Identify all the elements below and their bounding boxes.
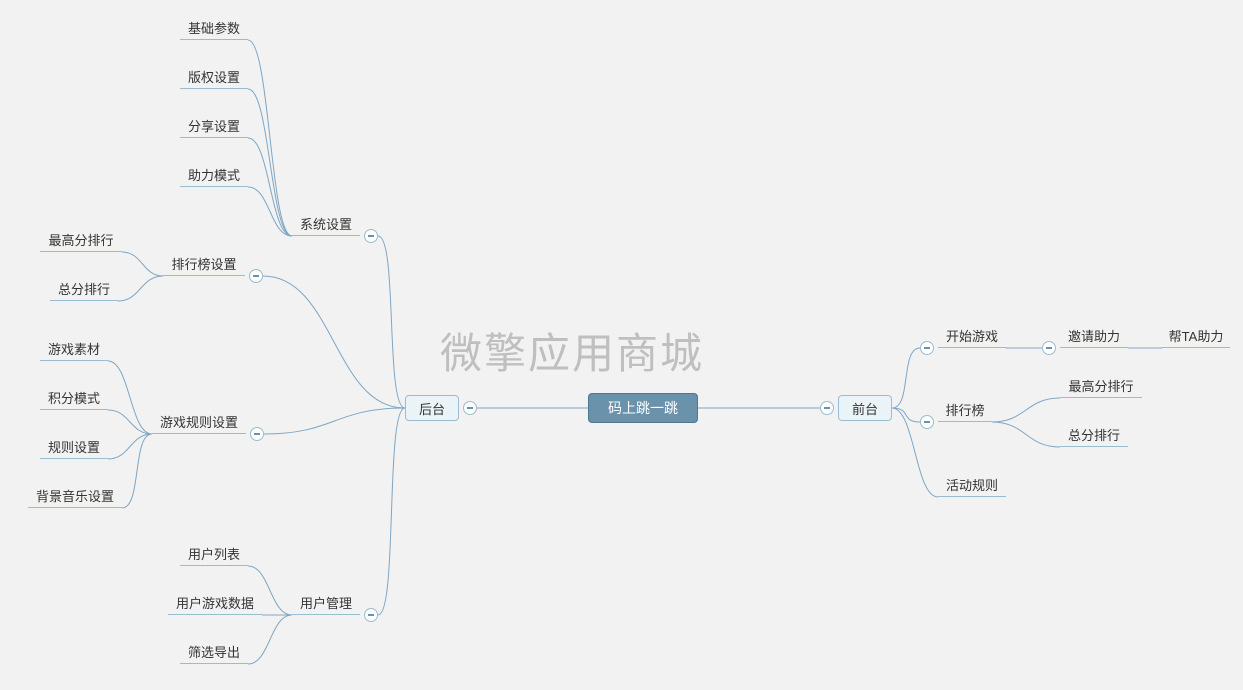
- node-frontend-label: 前台: [852, 399, 878, 418]
- node-bgm[interactable]: 背景音乐设置: [28, 486, 122, 508]
- node-assist[interactable]: 助力模式: [180, 165, 248, 187]
- node-share[interactable]: 分享设置: [180, 116, 248, 138]
- watermark-text: 微擎应用商城: [440, 320, 704, 381]
- node-rulesset-label: 规则设置: [48, 437, 100, 456]
- node-rules[interactable]: 游戏规则设置: [152, 412, 246, 434]
- collapse-rank-icon[interactable]: [249, 269, 263, 283]
- node-activity-label: 活动规则: [946, 475, 998, 494]
- node-sys-label: 系统设置: [300, 214, 352, 233]
- node-pointsmode[interactable]: 积分模式: [40, 388, 108, 410]
- collapse-backend-icon[interactable]: [463, 401, 477, 415]
- node-rank[interactable]: 排行榜设置: [163, 254, 245, 276]
- node-userdata-label: 用户游戏数据: [176, 593, 254, 612]
- node-userlist[interactable]: 用户列表: [180, 544, 248, 566]
- node-topscore[interactable]: 最高分排行: [40, 230, 122, 252]
- node-backend[interactable]: 后台: [405, 395, 459, 421]
- collapse-invite-icon[interactable]: [1042, 341, 1056, 355]
- collapse-sys-icon[interactable]: [364, 229, 378, 243]
- node-sys[interactable]: 系统设置: [292, 214, 360, 236]
- node-topscore2-label: 最高分排行: [1068, 376, 1133, 395]
- node-rulesset[interactable]: 规则设置: [40, 437, 108, 459]
- node-helpta[interactable]: 帮TA助力: [1162, 326, 1230, 348]
- node-userlist-label: 用户列表: [188, 544, 240, 563]
- node-basic-label: 基础参数: [188, 18, 240, 37]
- node-backend-label: 后台: [419, 399, 445, 418]
- collapse-rules-icon[interactable]: [250, 427, 264, 441]
- node-helpta-label: 帮TA助力: [1169, 326, 1224, 345]
- collapse-startgame-icon[interactable]: [920, 341, 934, 355]
- node-invite[interactable]: 邀请助力: [1060, 326, 1128, 348]
- node-copyright-label: 版权设置: [188, 67, 240, 86]
- node-users-label: 用户管理: [300, 593, 352, 612]
- node-totalscore2-label: 总分排行: [1068, 425, 1120, 444]
- node-material[interactable]: 游戏素材: [40, 339, 108, 361]
- node-activity[interactable]: 活动规则: [938, 475, 1006, 497]
- node-totalscore-label: 总分排行: [58, 279, 110, 298]
- node-totalscore2[interactable]: 总分排行: [1060, 425, 1128, 447]
- node-root[interactable]: 码上跳一跳: [588, 393, 698, 423]
- node-topscore2[interactable]: 最高分排行: [1060, 376, 1142, 398]
- node-root-label: 码上跳一跳: [608, 398, 678, 418]
- node-ranklist[interactable]: 排行榜: [938, 400, 992, 422]
- node-copyright[interactable]: 版权设置: [180, 67, 248, 89]
- node-bgm-label: 背景音乐设置: [36, 486, 114, 505]
- node-startgame-label: 开始游戏: [946, 326, 998, 345]
- node-rank-label: 排行榜设置: [171, 254, 236, 273]
- collapse-users-icon[interactable]: [364, 608, 378, 622]
- node-filter-label: 筛选导出: [188, 642, 240, 661]
- node-totalscore[interactable]: 总分排行: [50, 279, 118, 301]
- collapse-ranklist-icon[interactable]: [920, 415, 934, 429]
- node-basic[interactable]: 基础参数: [180, 18, 248, 40]
- node-invite-label: 邀请助力: [1068, 326, 1120, 345]
- node-assist-label: 助力模式: [188, 165, 240, 184]
- node-pointsmode-label: 积分模式: [48, 388, 100, 407]
- node-ranklist-label: 排行榜: [945, 400, 984, 419]
- node-users[interactable]: 用户管理: [292, 593, 360, 615]
- node-frontend[interactable]: 前台: [838, 395, 892, 421]
- node-filter[interactable]: 筛选导出: [180, 642, 248, 664]
- node-rules-label: 游戏规则设置: [160, 412, 238, 431]
- node-startgame[interactable]: 开始游戏: [938, 326, 1006, 348]
- node-share-label: 分享设置: [188, 116, 240, 135]
- node-material-label: 游戏素材: [48, 339, 100, 358]
- node-topscore-label: 最高分排行: [48, 230, 113, 249]
- node-userdata[interactable]: 用户游戏数据: [168, 593, 262, 615]
- collapse-frontend-icon[interactable]: [820, 401, 834, 415]
